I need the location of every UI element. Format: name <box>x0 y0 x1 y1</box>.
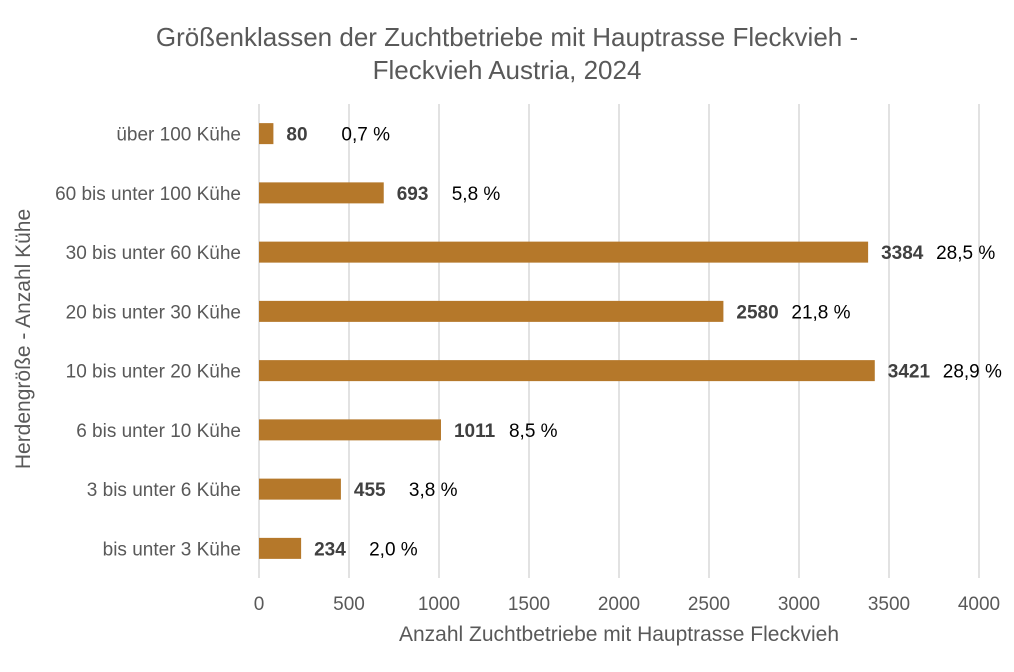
category-label: 20 bis unter 30 Kühe <box>66 302 241 323</box>
gridlines <box>258 104 980 578</box>
category-labels: über 100 Kühe 60 bis unter 100 Kühe 30 bis… <box>55 125 241 561</box>
value-label: 3421 <box>888 362 931 383</box>
percent-label: 3,8 % <box>409 480 458 501</box>
x-tick-label: 1000 <box>418 594 460 615</box>
bar <box>259 182 384 204</box>
category-label: über 100 Kühe <box>116 125 241 146</box>
x-tick-label: 0 <box>254 594 265 615</box>
bar <box>259 419 441 441</box>
bar <box>259 300 724 322</box>
percent-label: 8,5 % <box>509 421 558 442</box>
percent-label: 28,5 % <box>936 243 995 264</box>
value-label: 1011 <box>454 421 496 442</box>
x-tick-label: 3000 <box>778 594 820 615</box>
percent-label: 2,0 % <box>369 539 418 560</box>
bars <box>259 123 875 559</box>
bar <box>259 360 875 382</box>
x-tick-label: 2000 <box>598 594 640 615</box>
bar <box>259 123 274 145</box>
value-label: 2580 <box>736 302 778 323</box>
x-tick-label: 3500 <box>868 594 910 615</box>
x-tick-labels: 0 500 1000 1500 2000 2500 3000 3500 4000 <box>254 594 1000 615</box>
value-label: 3384 <box>881 243 924 264</box>
x-tick-label: 2500 <box>688 594 730 615</box>
percent-label: 5,8 % <box>452 184 501 205</box>
value-label: 693 <box>397 184 429 205</box>
percent-label: 28,9 % <box>943 362 1002 383</box>
data-labels: 80 0,7 % 693 5,8 % 3384 28,5 % 2580 21,8 % 3421 2… <box>286 125 1002 561</box>
bar <box>259 241 869 263</box>
value-label: 234 <box>314 539 346 560</box>
bar <box>259 537 302 559</box>
chart-title-line1: Größenklassen der Zuchtbetriebe mit Haup… <box>155 22 859 52</box>
category-label: 60 bis unter 100 Kühe <box>55 184 241 205</box>
category-label: bis unter 3 Kühe <box>103 539 241 560</box>
x-tick-label: 1500 <box>508 594 550 615</box>
category-label: 10 bis unter 20 Kühe <box>66 362 241 383</box>
x-axis-title: Anzahl Zuchtbetriebe mit Hauptrasse Flec… <box>399 623 839 646</box>
percent-label: 21,8 % <box>791 302 850 323</box>
x-tick-label: 500 <box>333 594 365 615</box>
percent-label: 0,7 % <box>341 125 390 146</box>
category-label: 3 bis unter 6 Kühe <box>87 480 241 501</box>
x-tick-label: 4000 <box>958 594 1000 615</box>
category-label: 30 bis unter 60 Kühe <box>66 243 241 264</box>
category-label: 6 bis unter 10 Kühe <box>76 421 241 442</box>
chart-title-line2: Fleckvieh Austria, 2024 <box>372 55 642 85</box>
y-axis-title: Herdengröße - Anzahl Kühe <box>12 209 35 469</box>
value-label: 455 <box>354 480 386 501</box>
value-label: 80 <box>286 125 307 146</box>
bar <box>259 478 341 500</box>
